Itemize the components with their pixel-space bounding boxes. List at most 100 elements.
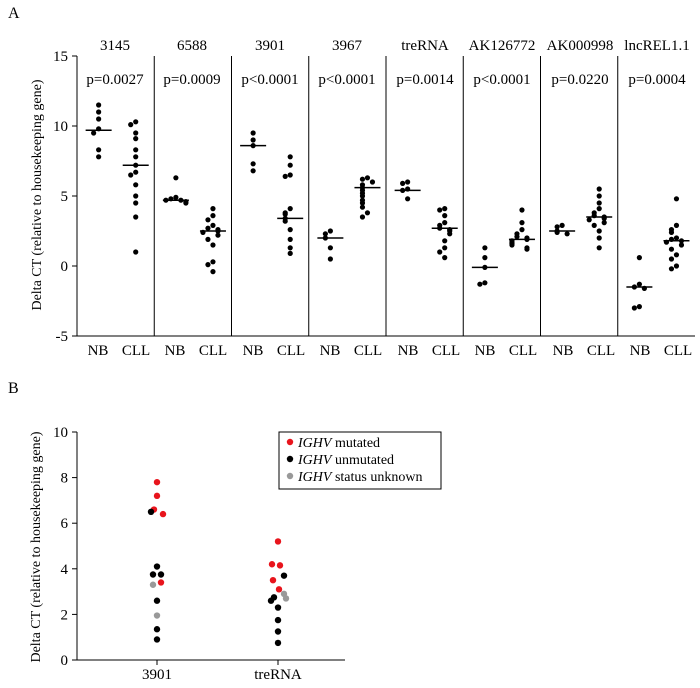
panel-b-3901-point-9 — [149, 581, 157, 588]
gene-3967-nb-point-4 — [327, 256, 333, 262]
gene-3901-nb-point-3 — [250, 161, 256, 167]
gene-3145-cll-point-3 — [133, 136, 139, 142]
gene-lncREL1.1-cll-point-13 — [668, 266, 675, 272]
gene-lncREL1.1-cll-point-12 — [673, 263, 680, 269]
gene-AK126772-nb-point-3 — [482, 280, 488, 286]
gene-lncREL1.1-nb-point-4 — [636, 304, 642, 310]
gene-lncREL1.1-cll-point-10 — [673, 252, 680, 258]
panel-a-ytick-label-10: 10 — [53, 119, 68, 135]
group-label-lncREL1.1-nb: NB — [630, 343, 651, 359]
panel-b-category-3901: 3901 — [142, 667, 172, 683]
gene-6588-nb-point-6 — [183, 200, 189, 206]
panel-b-3901-point-7 — [157, 571, 165, 578]
gene-lncREL1.1-nb-point-1 — [636, 281, 642, 287]
gene-lncREL1.1-cll-point-0 — [673, 196, 680, 202]
panel-b-3901-point-11 — [153, 612, 161, 619]
gene-treRNA-cll-point-11 — [437, 249, 443, 255]
gene-AK126772-cll-point-4 — [514, 234, 520, 240]
gene-3967-cll-point-0 — [364, 175, 371, 181]
panel-a-ytick-label-15: 15 — [53, 49, 68, 65]
gene-3901-nb-point-1 — [250, 137, 256, 143]
gene-3967-cll-point-12 — [359, 214, 366, 220]
gene-AK000998-nb-point-4 — [564, 231, 570, 237]
gene-header-lncREL1.1: lncREL1.1 — [624, 38, 689, 54]
gene-treRNA-cll-point-3 — [442, 220, 448, 226]
panel-a-group-labels: NB CLL NB CLL NB CLL NB CLL NB CLL NB CL… — [88, 343, 693, 359]
gene-treRNA-cll-point-0 — [442, 206, 448, 212]
gene-3901-cll-point-2 — [287, 172, 293, 178]
gene-AK000998-nb-point-1 — [554, 224, 560, 230]
gene-3967-cll-point-9 — [359, 200, 366, 206]
gene-6588-cll-point-12 — [205, 262, 211, 268]
panel-b-label: B — [8, 380, 19, 397]
group-label-treRNA-cll: CLL — [432, 343, 460, 359]
panel-b-ytick-label-0: 0 — [61, 653, 69, 669]
panel-b-3901-point-12 — [153, 626, 161, 633]
panel-a-ytick-label-0: 0 — [61, 259, 69, 275]
group-label-AK000998-nb: NB — [553, 343, 574, 359]
pvalue-3967: p<0.0001 — [318, 72, 375, 88]
panel-b-treRNA-point-10 — [274, 604, 282, 611]
gene-treRNA-cll-point-9 — [442, 238, 448, 244]
gene-treRNA-nb-point-0 — [405, 179, 411, 185]
group-label-3967-cll: CLL — [354, 343, 382, 359]
panel-a-ytick-label-5: 5 — [61, 189, 69, 205]
gene-3967-nb-point-0 — [327, 228, 333, 234]
legend-entry-mutated: IGHV mutated — [297, 436, 380, 451]
panel-b-treRNA-point-0 — [274, 538, 282, 545]
gene-lncREL1.1-cll-point-4 — [673, 235, 680, 241]
gene-6588-cll-point-3 — [210, 222, 216, 228]
panel-b-legend: IGHV mutated IGHV unmutated IGHV status … — [278, 431, 442, 490]
panel-a-ylabel: Delta CT (relative to housekeeping gene) — [30, 79, 45, 310]
panel-b-ytick-label-6: 6 — [61, 516, 69, 532]
gene-3145-cll-point-10 — [133, 193, 139, 199]
gene-3901-cll-point-4 — [287, 206, 293, 212]
pvalue-3145: p=0.0027 — [86, 72, 144, 88]
gene-3145-cll-point-4 — [133, 147, 139, 153]
gene-treRNA-cll-point-2 — [442, 213, 448, 219]
group-label-3967-nb: NB — [320, 343, 341, 359]
gene-header-3145: 3145 — [100, 38, 130, 54]
panel-b-treRNA-point-12 — [274, 628, 282, 635]
gene-3145-cll-point-0 — [133, 119, 139, 125]
pvalue-AK126772: p<0.0001 — [473, 72, 530, 88]
gene-3901-cll-point-10 — [287, 236, 293, 242]
panel-b-treRNA-point-5 — [275, 586, 283, 593]
gene-3145-nb-point-0 — [96, 102, 102, 108]
gene-AK000998-cll-point-13 — [596, 245, 602, 251]
pvalue-treRNA: p=0.0014 — [396, 72, 454, 88]
gene-3967-cll-point-11 — [364, 210, 371, 216]
group-label-lncREL1.1-cll: CLL — [664, 343, 692, 359]
gene-6588-nb-point-0 — [173, 175, 179, 181]
panel-b-treRNA-point-11 — [274, 616, 282, 624]
panel-b-3901-point-13 — [153, 636, 161, 643]
gene-lncREL1.1-cll-point-3 — [668, 229, 675, 235]
panel-b-ytick-label-4: 4 — [61, 562, 69, 578]
gene-6588-cll-point-10 — [210, 242, 216, 248]
gene-3901-nb-point-4 — [250, 168, 256, 174]
gene-3145-cll-point-2 — [133, 130, 139, 136]
gene-3145-nb-point-2 — [96, 116, 102, 122]
gene-treRNA-cll-point-10 — [442, 245, 448, 251]
group-label-AK126772-cll: CLL — [509, 343, 537, 359]
gene-3901-cll-point-6 — [282, 211, 288, 217]
group-label-AK126772-nb: NB — [475, 343, 496, 359]
gene-3967-cll-point-1 — [359, 176, 366, 182]
gene-header-3901: 3901 — [255, 38, 285, 54]
gene-AK126772-nb-point-0 — [482, 245, 488, 251]
gene-3145-nb-point-6 — [96, 154, 102, 160]
group-label-AK000998-cll: CLL — [587, 343, 615, 359]
group-label-3901-nb: NB — [243, 343, 264, 359]
gene-AK000998-cll-point-2 — [596, 200, 602, 206]
gene-AK126772-cll-point-1 — [519, 220, 525, 226]
gene-3145-cll-point-8 — [128, 172, 134, 178]
gene-6588-cll-point-9 — [205, 236, 211, 242]
gene-lncREL1.1-cll-point-9 — [668, 246, 675, 252]
gene-AK000998-cll-point-12 — [596, 235, 602, 241]
gene-6588-cll-point-8 — [215, 232, 221, 238]
gene-AK126772-nb-point-1 — [482, 255, 488, 261]
gene-3145-cll-point-12 — [133, 214, 139, 220]
panel-b-3901-point-6 — [149, 571, 157, 578]
gene-AK000998-cll-point-9 — [601, 220, 607, 226]
gene-6588-nb-point-1 — [173, 194, 179, 200]
